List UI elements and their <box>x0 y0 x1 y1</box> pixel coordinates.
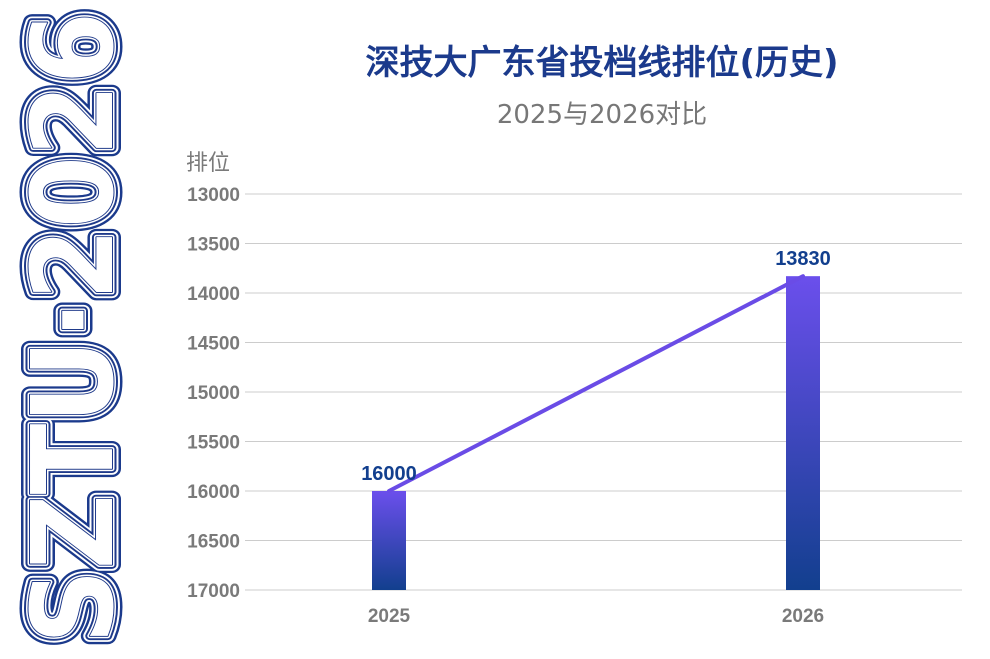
y-axis-title: 排位 <box>186 151 230 176</box>
bar-2026 <box>786 276 820 590</box>
trend-line <box>387 274 805 493</box>
bar-2025 <box>372 491 406 590</box>
y-gridlines <box>245 193 962 591</box>
data-labels: 16000 13830 <box>361 248 831 485</box>
trend-line-series <box>387 274 805 493</box>
bars <box>372 276 820 590</box>
x-tick-label: 2026 <box>782 606 824 627</box>
data-label-2026: 13830 <box>775 248 831 270</box>
watermark-text-layer: SZTU·2026 <box>9 12 139 644</box>
y-tick-label: 15500 <box>187 433 240 454</box>
watermark-logo: SZTU·2026SZTU·2026SZTU·2026SZTU·2026SZTU… <box>0 3 148 653</box>
x-axis-ticks: 2025 2026 <box>368 606 824 627</box>
chart-title: 深技大广东省投档线排位(历史) <box>365 43 838 83</box>
data-label-2025: 16000 <box>361 463 417 485</box>
y-tick-label: 13500 <box>187 235 240 256</box>
watermark-text-layer: SZTU·2026 <box>9 12 139 644</box>
watermark-text-layer: SZTU·2026 <box>9 12 139 644</box>
y-tick-label: 14500 <box>187 334 240 355</box>
y-tick-label: 13000 <box>187 185 240 206</box>
watermark-text-layer: SZTU·2026 <box>9 12 139 644</box>
y-tick-label: 15000 <box>187 383 240 404</box>
y-tick-label: 16000 <box>187 482 240 503</box>
chart-subtitle: 2025与2026对比 <box>497 100 707 130</box>
y-tick-label: 16500 <box>187 532 240 553</box>
y-axis-ticks: 13000 13500 14000 14500 15000 15500 16000 16500… <box>187 185 240 602</box>
y-tick-label: 17000 <box>187 581 240 602</box>
watermark-text-layer: SZTU·2026 <box>9 12 139 644</box>
x-tick-label: 2025 <box>368 606 411 627</box>
y-tick-label: 14000 <box>187 284 240 305</box>
watermark-text-fill: SZTU·2026 <box>9 12 139 644</box>
